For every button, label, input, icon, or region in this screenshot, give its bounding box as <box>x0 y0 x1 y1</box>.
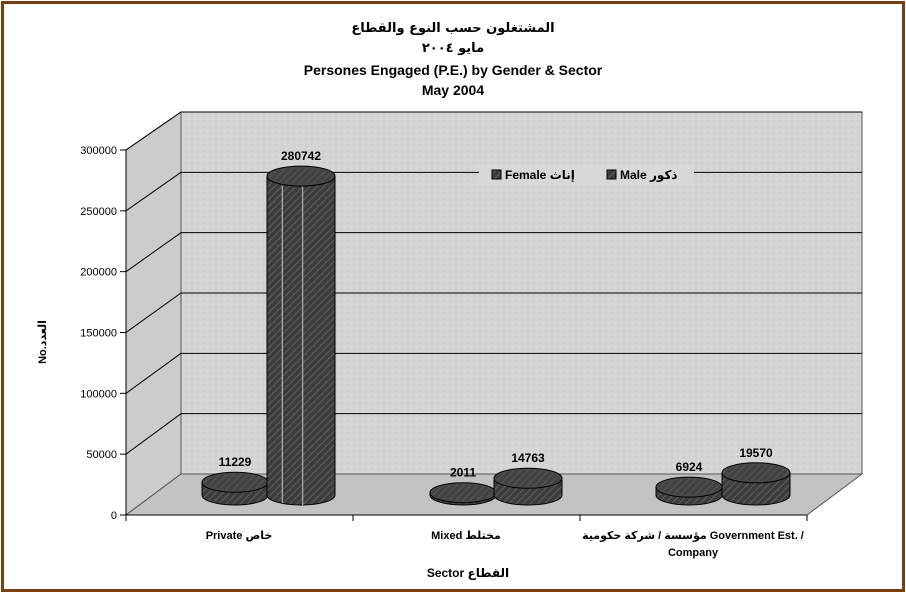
data-label: 11229 <box>219 455 252 469</box>
x-axis: Private خاص Mixed مختلط مؤسسة / شركة حكومي… <box>125 514 808 559</box>
legend-swatch-female <box>491 169 502 180</box>
y-tick-label: 150000 <box>80 328 117 340</box>
data-label: 19570 <box>739 446 773 460</box>
x-tick-label: Mixed مختلط <box>431 530 501 542</box>
x-tick-label: Private خاص <box>206 530 273 542</box>
gridline <box>125 232 182 273</box>
data-label: 2011 <box>450 466 476 480</box>
gridline <box>125 171 182 212</box>
chart-title: Persones Engaged (P.E.) by Gender & Sect… <box>304 62 603 78</box>
y-axis: 0 50000 100000 150000 200000 250000 300000 <box>80 145 127 522</box>
female-bar <box>201 471 269 506</box>
y-tick-label: 250000 <box>80 206 117 218</box>
legend-label-female: Female إناث <box>505 168 575 182</box>
y-tick-label: 200000 <box>80 267 117 279</box>
data-label: 280742 <box>281 149 321 163</box>
data-label: 14763 <box>511 451 545 465</box>
y-tick-label: 100000 <box>80 388 117 400</box>
legend-label-male: Male ذكور <box>620 168 678 183</box>
x-axis-title: Sector القطاع <box>427 566 509 580</box>
gridline <box>125 292 182 333</box>
y-axis-title: No.العدد <box>37 320 49 364</box>
female-bar <box>655 476 723 506</box>
gridline <box>125 413 182 455</box>
chart-title-arabic: المشتغلون حسب النوع والقطاع <box>351 21 554 36</box>
plot-side-wall <box>125 111 182 516</box>
gridline <box>125 111 182 151</box>
male-bar <box>266 165 336 506</box>
chart-subtitle-arabic: مايو ٢٠٠٤ <box>422 41 484 56</box>
male-bar <box>721 462 791 506</box>
gridline <box>125 352 182 394</box>
x-tick-label: مؤسسة / شركة حكومية Government Est. / <box>582 530 804 542</box>
male-bar <box>493 467 563 506</box>
data-labels: 11229 2011 6924 280742 14763 19570 <box>219 149 773 480</box>
bars <box>201 165 791 506</box>
legend-swatch-male <box>606 169 617 180</box>
chart-subtitle: May 2004 <box>422 82 484 98</box>
x-tick-label-line2: Company <box>668 547 719 559</box>
chart-svg: المشتغلون حسب النوع والقطاع مايو ٢٠٠٤ Pe… <box>37 21 864 580</box>
female-bar <box>429 482 497 506</box>
data-label: 6924 <box>676 460 703 474</box>
y-tick-label: 0 <box>111 510 117 522</box>
legend: Female إناث Male ذكور <box>479 164 694 186</box>
y-tick-label: 50000 <box>86 449 117 461</box>
y-tick-label: 300000 <box>80 145 117 157</box>
